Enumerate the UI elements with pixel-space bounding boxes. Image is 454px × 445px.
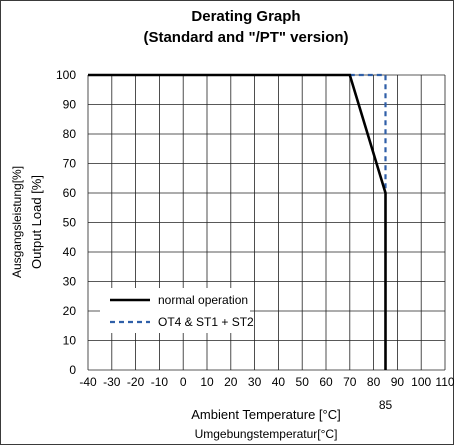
chart-title: Derating Graph — [191, 8, 300, 25]
y-tick-label-4: 40 — [63, 245, 77, 259]
x-tick-label-3: -10 — [151, 375, 169, 389]
y-tick-label-6: 60 — [63, 186, 77, 200]
x-tick-label-0: -40 — [79, 375, 97, 389]
x-tick-label-12: 80 — [367, 375, 381, 389]
y-tick-label-8: 80 — [63, 127, 77, 141]
y-tick-label-0: 0 — [69, 363, 76, 377]
y-tick-label-7: 70 — [63, 157, 77, 171]
x-tick-label-4: 0 — [180, 375, 187, 389]
legend-label-ot4-st1-st2: OT4 & ST1 + ST2 — [158, 315, 254, 329]
chart-subtitle: (Standard and "/PT" version) — [143, 29, 348, 46]
y-tick-label-2: 20 — [63, 304, 77, 318]
y-axis-label-secondary: Ausgangsleistung[%] — [10, 166, 24, 278]
x-tick-label-5: 10 — [200, 375, 214, 389]
x-tick-label-11: 70 — [343, 375, 357, 389]
y-tick-label-1: 10 — [63, 334, 77, 348]
x-tick-label-7: 30 — [248, 375, 262, 389]
x-tick-label-6: 20 — [224, 375, 238, 389]
y-axis-label: Output Load [%] — [29, 175, 44, 269]
y-tick-label-9: 90 — [63, 98, 77, 112]
legend: normal operation OT4 & ST1 + ST2 — [100, 288, 254, 333]
x-tick-label-10: 60 — [319, 375, 333, 389]
x-axis-label: Ambient Temperature [°C] — [191, 407, 340, 422]
x-tick-label-1: -30 — [103, 375, 121, 389]
y-tick-label-10: 100 — [56, 68, 76, 82]
series-layer — [88, 73, 387, 370]
x-tick-label-2: -20 — [127, 375, 145, 389]
y-tick-label-3: 30 — [63, 275, 77, 289]
x-axis-label-secondary: Umgebungstemperatur[°C] — [195, 427, 338, 441]
x-tick-label-9: 50 — [296, 375, 310, 389]
x-tick-label-8: 40 — [272, 375, 286, 389]
annotation-label: 85 — [379, 398, 393, 412]
legend-box — [100, 288, 250, 333]
y-tick-label-5: 50 — [63, 216, 77, 230]
x-tick-label-14: 100 — [411, 375, 431, 389]
series-line-ot4-st1-st2 — [349, 73, 387, 193]
series-line-normal-operation — [88, 73, 387, 370]
tick-labels: -40 -30 -20 -10 0 10 20 30 40 50 60 70 80 90 100 110 0 10… — [56, 68, 454, 389]
x-tick-label-15: 110 — [435, 375, 454, 389]
x-tick-label-13: 90 — [391, 375, 405, 389]
legend-label-normal-operation: normal operation — [158, 293, 248, 307]
